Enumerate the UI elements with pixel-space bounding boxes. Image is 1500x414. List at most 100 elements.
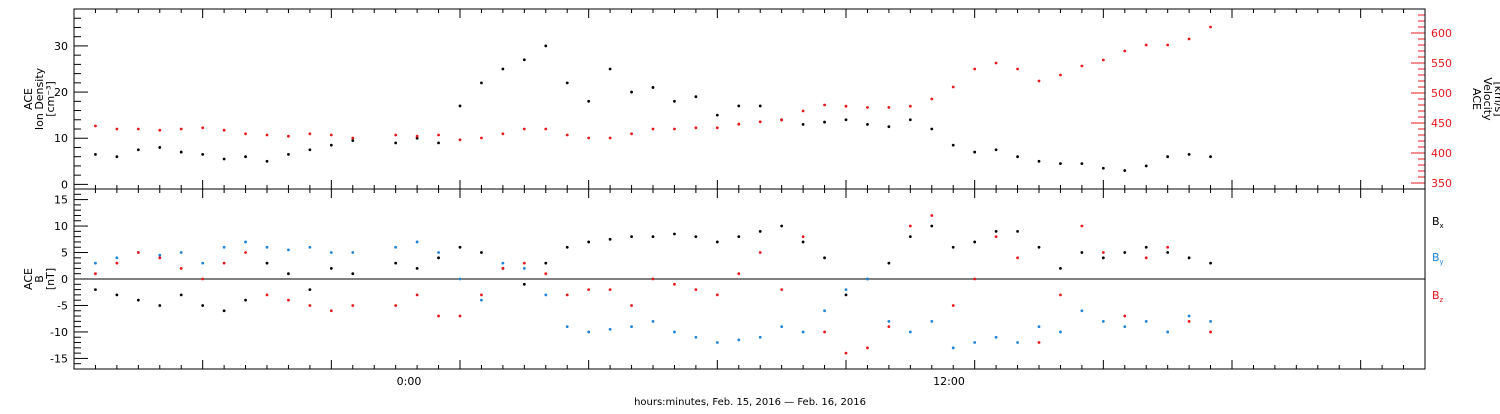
top-series-1-point: [94, 124, 97, 128]
bx-point: [351, 272, 355, 276]
bx-point: [1209, 261, 1212, 265]
top-series-1-point: [1080, 64, 1084, 68]
top-series-0-point: [94, 152, 97, 156]
top-series-0-point: [522, 58, 526, 62]
bz-point: [501, 267, 505, 270]
bx-point: [673, 232, 676, 236]
by-point: [458, 277, 462, 281]
by-point: [1037, 325, 1041, 329]
bz-point: [887, 325, 891, 329]
bottom-left-axis-label-line2: B: [33, 275, 46, 283]
top-series-1-point: [1037, 79, 1041, 83]
by-point: [158, 253, 162, 257]
by-point: [608, 327, 612, 331]
top-series-1-point: [201, 126, 205, 130]
top-series-1-point: [1166, 43, 1170, 47]
bz-point: [1166, 245, 1170, 249]
by-point: [1101, 319, 1105, 323]
top-left-tick-label: 10: [54, 132, 68, 145]
top-series-0-point: [158, 146, 162, 149]
top-series-1-point: [887, 106, 891, 109]
bx-point: [136, 298, 140, 302]
top-series-1-point: [866, 106, 869, 109]
top-series-1-point: [394, 133, 398, 137]
bz-point: [1037, 341, 1041, 344]
bx-point: [458, 245, 462, 249]
by-point: [244, 240, 247, 244]
bottom-left-tick-label: 15: [54, 194, 68, 207]
top-series-0-point: [715, 113, 719, 117]
bz-point: [136, 251, 140, 254]
bz-point: [351, 304, 355, 307]
bx-point: [522, 282, 526, 286]
bx-point: [1080, 251, 1084, 254]
top-right-axis-label-line2: Velocity: [1481, 77, 1494, 121]
top-series-0-point: [179, 150, 183, 154]
top-series-0-point: [351, 139, 355, 142]
by-point: [544, 293, 548, 297]
top-series-1-point: [329, 133, 333, 137]
top-series-0-point: [1080, 162, 1084, 166]
bz-point: [94, 272, 97, 276]
bz-point: [758, 251, 762, 254]
top-series-0-point: [823, 120, 826, 124]
bx-point: [1166, 251, 1170, 254]
top-series-1-point: [1123, 49, 1127, 53]
top-right-tick-label: 600: [1431, 27, 1452, 40]
top-series-1-point: [630, 132, 633, 136]
top-series-1-point: [437, 133, 440, 137]
top-series-0-point: [930, 127, 934, 131]
top-series-1-point: [415, 134, 419, 138]
legend-bx: Bx: [1432, 215, 1444, 230]
bz-point: [308, 304, 312, 307]
top-series-0-point: [1037, 159, 1041, 163]
bx-point: [630, 235, 633, 239]
bx-point: [265, 261, 269, 265]
bx-point: [908, 235, 912, 239]
top-series-0-point: [1016, 155, 1019, 159]
top-series-0-point: [287, 152, 290, 156]
by-point: [437, 251, 440, 254]
bx-point: [244, 298, 247, 302]
top-left-tick-label: 30: [54, 40, 68, 53]
bx-point: [780, 224, 784, 228]
by-point: [737, 338, 741, 342]
bx-point: [1016, 229, 1019, 233]
top-left-axis-label-line3: [cm⁻³]: [44, 81, 57, 117]
bz-point: [651, 277, 655, 281]
bottom-left-tick-label: -10: [50, 326, 68, 339]
by-point: [265, 245, 269, 249]
by-point: [287, 248, 290, 252]
bz-point: [715, 293, 719, 297]
top-left-axis-label-line1: ACE: [22, 88, 35, 110]
top-series-0-point: [908, 118, 912, 122]
top-series-1-point: [501, 132, 505, 136]
bottom-left-tick-label: 10: [54, 220, 68, 233]
by-point: [179, 251, 183, 254]
bx-point: [651, 235, 655, 239]
top-series-1-point: [651, 127, 655, 131]
bx-point: [608, 237, 612, 241]
by-point: [1123, 325, 1127, 329]
top-series-1-point: [565, 133, 569, 137]
top-series-0-point: [1144, 164, 1148, 168]
by-point: [715, 341, 719, 344]
by-point: [930, 319, 934, 323]
x-axis-title: hours:minutes, Feb. 15, 2016 — Feb. 16, …: [634, 397, 866, 408]
bz-point: [608, 288, 612, 291]
by-point: [201, 261, 205, 265]
bx-point: [930, 224, 934, 228]
bz-point: [994, 235, 998, 239]
by-point: [1209, 319, 1212, 323]
bx-point: [715, 240, 719, 244]
top-series-0-point: [866, 122, 869, 126]
bx-point: [994, 229, 998, 233]
top-right-tick-label: 500: [1431, 87, 1452, 100]
bz-point: [1187, 319, 1191, 323]
bz-point: [951, 304, 955, 307]
bz-point: [1059, 293, 1062, 297]
bottom-panel-frame: [73, 188, 1426, 370]
top-series-1-point: [522, 127, 526, 131]
bz-point: [866, 346, 869, 350]
bz-point: [1123, 314, 1127, 318]
